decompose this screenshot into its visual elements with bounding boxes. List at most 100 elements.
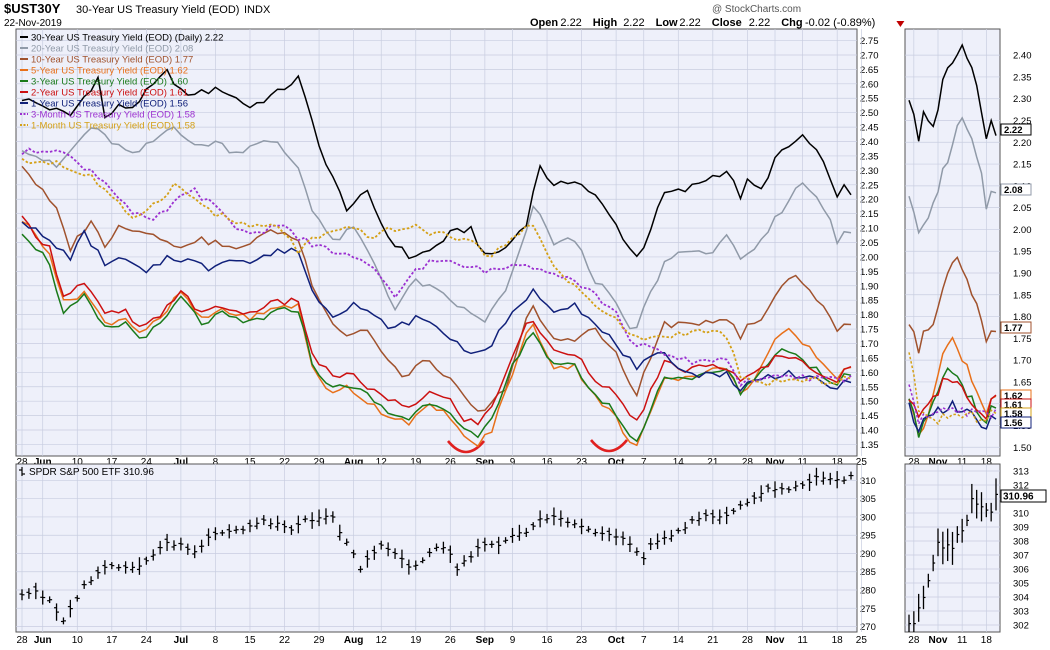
- yield-x-tick-label: 14: [673, 457, 685, 468]
- yield-zoom-series-line: [908, 256, 997, 354]
- yield-y-tick-label: 2.05: [860, 238, 879, 249]
- yield-y-tick-label: 1.95: [860, 267, 879, 278]
- spy-y-tick-label: 300: [860, 512, 876, 523]
- yield-x-tick-label: 29: [313, 457, 325, 468]
- last-value-label: 1.56: [1004, 418, 1023, 429]
- spy-x-tick-label: 12: [376, 635, 388, 646]
- yield-y-tick-label: 2.70: [860, 50, 879, 61]
- yield-y-tick-label: 1.55: [860, 382, 879, 393]
- spy-zoom-y-tick-label: 309: [1013, 523, 1029, 534]
- spy-y-tick-label: 305: [860, 494, 876, 505]
- yield-main-panel: 2.75 2.70 2.65 2.60 2.55 2.50 2.45 2.40 2.35 2.30…: [15, 28, 879, 468]
- yield-y-tick-label: 1.75: [860, 325, 879, 336]
- yield-y-tick-label: 2.75: [860, 36, 879, 47]
- yield-zoom-y-tick-label: 2.25: [1013, 116, 1032, 127]
- instrument-name: 30-Year US Treasury Yield (EOD): [76, 4, 239, 16]
- yield-zoom-y-tick-label: 1.95: [1013, 247, 1032, 258]
- yield-y-tick-label: 1.35: [860, 440, 879, 451]
- last-value-label: 1.58: [1004, 409, 1023, 420]
- yield-y-tick-label: 2.15: [860, 209, 879, 220]
- yield-x-tick-label: 16: [541, 457, 553, 468]
- yield-zoom-x-tick-label: Nov: [929, 457, 948, 468]
- yield-y-tick-label: 1.70: [860, 339, 879, 350]
- yield-y-tick-label: 2.25: [860, 180, 879, 191]
- yield-zoom-series-line: [908, 384, 997, 427]
- ohlc-value: 2.22: [623, 17, 644, 29]
- spy-x-tick-label: Oct: [608, 635, 625, 646]
- legend-entry: 3-Month US Treasury Yield (EOD) 1.58: [31, 110, 195, 121]
- yield-y-tick-label: 2.10: [860, 224, 879, 235]
- yield-zoom-frame: [904, 28, 1001, 457]
- yield-y-tick-label: 1.45: [860, 411, 879, 422]
- yield-zoom-y-tick-label: 1.65: [1013, 377, 1032, 388]
- annotation-arc: [446, 440, 486, 454]
- yield-zoom-series-line: [908, 43, 997, 142]
- spy-zoom-y-tick-label: 308: [1013, 537, 1029, 548]
- annotation-arc: [589, 439, 629, 453]
- yield-zoom-y-tick-label: 1.85: [1013, 290, 1032, 301]
- yield-zoom-y-tick-label: 1.70: [1013, 356, 1032, 367]
- spy-last-value-label: 310.96: [1003, 492, 1034, 503]
- yield-y-tick-label: 2.50: [860, 108, 879, 119]
- yield-x-tick-label: 9: [510, 457, 516, 468]
- spy-title: SPDR S&P 500 ETF 310.96: [29, 467, 154, 478]
- legend-entry: 2-Year US Treasury Yield (EOD) 1.61: [31, 88, 188, 99]
- spy-zoom-y-tick-label: 307: [1013, 551, 1029, 562]
- spy-x-tick-label: 29: [313, 635, 325, 646]
- yield-y-tick-label: 2.55: [860, 94, 879, 105]
- spy-y-tick-label: 270: [860, 622, 876, 633]
- spy-x-tick-label: 23: [576, 635, 588, 646]
- spy-x-tick-label: Sep: [476, 635, 494, 646]
- yield-x-tick-label: 19: [410, 457, 422, 468]
- yield-series-line: [21, 220, 852, 448]
- spy-zoom-y-tick-label: 305: [1013, 579, 1029, 590]
- spy-x-tick-label: 11: [797, 635, 808, 646]
- yield-series-line: [21, 215, 852, 426]
- spy-x-tick-label: 16: [541, 635, 553, 646]
- yield-x-tick-label: 10: [72, 457, 84, 468]
- ohlc-bar-icon: [19, 467, 25, 476]
- spy-x-tick-label: 14: [673, 635, 685, 646]
- yield-x-tick-label: 25: [856, 457, 868, 468]
- date-label: 22-Nov-2019: [4, 18, 62, 29]
- ohlc-value: 2.22: [560, 17, 581, 29]
- yield-series-line: [21, 126, 852, 330]
- exchange-label: INDX: [244, 4, 271, 16]
- last-value-label: 2.08: [1004, 185, 1023, 196]
- spy-zoom-panel: 31331231131030930830730630530430330228No…: [904, 463, 1047, 646]
- last-value-label: 1.61: [1004, 400, 1023, 411]
- yield-x-tick-label: 23: [576, 457, 588, 468]
- yield-y-tick-label: 1.60: [860, 368, 879, 379]
- spy-y-tick-label: 275: [860, 604, 876, 615]
- yield-x-tick-label: 11: [797, 457, 808, 468]
- yield-x-tick-label: Sep: [476, 457, 494, 468]
- spy-zoom-x-tick-label: Nov: [929, 635, 948, 646]
- yield-zoom-panel: 2.402.352.302.252.202.152.102.052.001.95…: [904, 28, 1032, 468]
- spy-x-tick-label: 28: [16, 635, 28, 646]
- last-value-box: [1000, 183, 1032, 196]
- yield-y-tick-label: 2.65: [860, 65, 879, 76]
- spy-x-tick-label: 19: [410, 635, 422, 646]
- spy-x-tick-label: 15: [244, 635, 256, 646]
- legend-entry: 20-Year US Treasury Yield (EOD) 2.08: [31, 44, 193, 55]
- yield-zoom-series-line: [908, 377, 997, 421]
- yield-x-tick-label: 17: [106, 457, 118, 468]
- spy-x-tick-label: Jun: [34, 635, 52, 646]
- last-value-label: 1.77: [1004, 323, 1023, 334]
- yield-zoom-series-line: [908, 116, 997, 235]
- yield-series-line: [21, 165, 852, 412]
- yield-zoom-y-tick-label: 1.75: [1013, 334, 1032, 345]
- yield-x-tick-label: 7: [641, 457, 647, 468]
- spy-y-tick-label: 290: [860, 549, 876, 560]
- yield-y-tick-label: 1.65: [860, 353, 879, 364]
- yield-zoom-y-tick-label: 1.90: [1013, 269, 1032, 280]
- ohlc-label: Chg: [781, 17, 802, 29]
- yield-y-tick-label: 1.80: [860, 310, 879, 321]
- spy-y-tick-label: 285: [860, 567, 876, 578]
- yield-zoom-y-tick-label: 1.80: [1013, 312, 1032, 323]
- spy-x-tick-label: 28: [742, 635, 754, 646]
- spy-x-tick-label: 10: [72, 635, 84, 646]
- spy-x-tick-label: 26: [445, 635, 457, 646]
- yield-zoom-series-line: [908, 336, 997, 437]
